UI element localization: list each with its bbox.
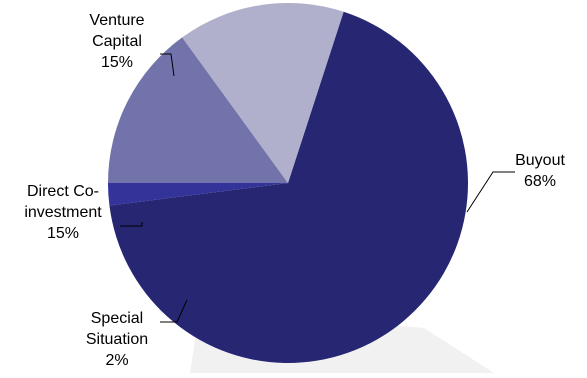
- data-label-text: Buyout: [515, 152, 565, 169]
- data-label-value: 68%: [524, 173, 556, 190]
- leader-lines: [120, 53, 515, 323]
- leader-line-special-situation: [160, 299, 188, 323]
- data-label-text: Capital: [92, 33, 142, 50]
- pie-slice-direct-co-investment: [108, 37, 288, 183]
- pie-slice-venture-capital: [182, 3, 344, 183]
- data-label-direct-co-investment: Direct Co-investment 15%: [24, 183, 102, 242]
- pie-slices: [108, 3, 469, 364]
- data-label-text: Venture: [89, 12, 144, 29]
- data-label-value: 15%: [101, 54, 133, 71]
- data-label-value: 2%: [105, 352, 128, 369]
- leader-line-venture-capital: [160, 53, 175, 77]
- data-label-text: investment: [24, 204, 102, 221]
- data-label-value: 15%: [47, 225, 79, 242]
- pie-slice-buyout: [109, 11, 469, 364]
- pie-slice-special-situation: [108, 183, 288, 206]
- data-label-text: Direct Co-: [27, 183, 99, 200]
- data-label-special-situation: Special Situation 2%: [86, 310, 148, 369]
- data-label-buyout: Buyout 68%: [515, 152, 565, 190]
- data-label-text: Situation: [86, 331, 148, 348]
- data-label-venture-capital: Venture Capital 15%: [89, 12, 144, 71]
- data-label-text: Special: [91, 310, 143, 327]
- leader-line-buyout: [466, 171, 515, 213]
- leader-line-direct-co-investment: [120, 222, 143, 227]
- data-labels: Buyout 68% Special Situation 2% Direct Co-inv…: [24, 12, 565, 369]
